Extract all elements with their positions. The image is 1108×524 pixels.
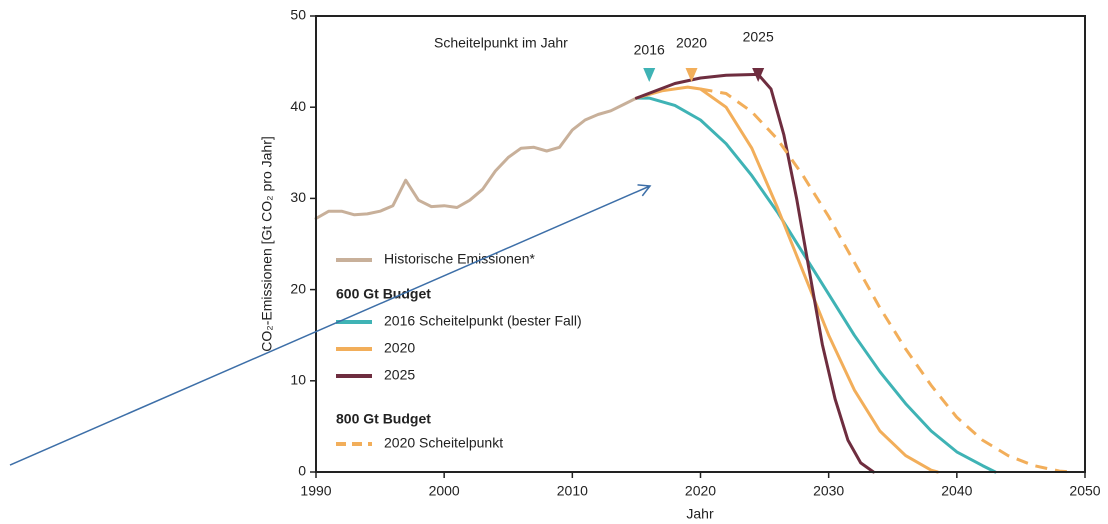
legend-label: 2020 — [384, 340, 415, 356]
y-axis-label: CO₂-Emissionen [Gt CO₂ pro Jahr] — [259, 136, 275, 351]
series-line — [700, 87, 1073, 474]
x-tick-label: 1990 — [300, 483, 331, 499]
peak-marker — [643, 68, 656, 82]
y-tick-label: 10 — [290, 372, 306, 388]
legend-label: 2016 Scheitelpunkt (bester Fall) — [384, 313, 582, 329]
series-line — [634, 96, 997, 474]
x-axis-label: Jahr — [686, 506, 714, 522]
legend-label: 2025 — [384, 367, 415, 383]
series-line — [634, 72, 875, 474]
peak-label: 2020 — [676, 35, 707, 51]
peak-marker — [685, 68, 698, 82]
legend-group-title: 600 Gt Budget — [336, 286, 431, 302]
plot-frame — [315, 15, 1086, 473]
legend-label: 2020 Scheitelpunkt — [384, 435, 503, 451]
peak-label: 2025 — [743, 29, 774, 45]
x-tick-label: 2030 — [813, 483, 844, 499]
legend-label: Historische Emissionen* — [384, 251, 535, 267]
x-tick-label: 2020 — [685, 483, 716, 499]
y-tick-label: 50 — [290, 7, 306, 23]
x-tick-label: 2040 — [941, 483, 972, 499]
annotation: Scheitelpunkt im Jahr — [434, 35, 568, 51]
series-line — [314, 96, 638, 220]
peak-label: 2016 — [634, 42, 665, 58]
y-tick-label: 0 — [298, 463, 306, 479]
pointer-arrow — [9, 184, 652, 466]
y-tick-label: 30 — [290, 189, 306, 205]
y-tick-label: 40 — [290, 98, 306, 114]
x-tick-label: 2000 — [429, 483, 460, 499]
y-tick-label: 20 — [290, 280, 306, 296]
x-tick-label: 2010 — [557, 483, 588, 499]
series-line — [634, 85, 940, 474]
legend-group-title: 800 Gt Budget — [336, 411, 431, 427]
x-tick-label: 2050 — [1069, 483, 1100, 499]
peak-marker — [752, 68, 765, 82]
